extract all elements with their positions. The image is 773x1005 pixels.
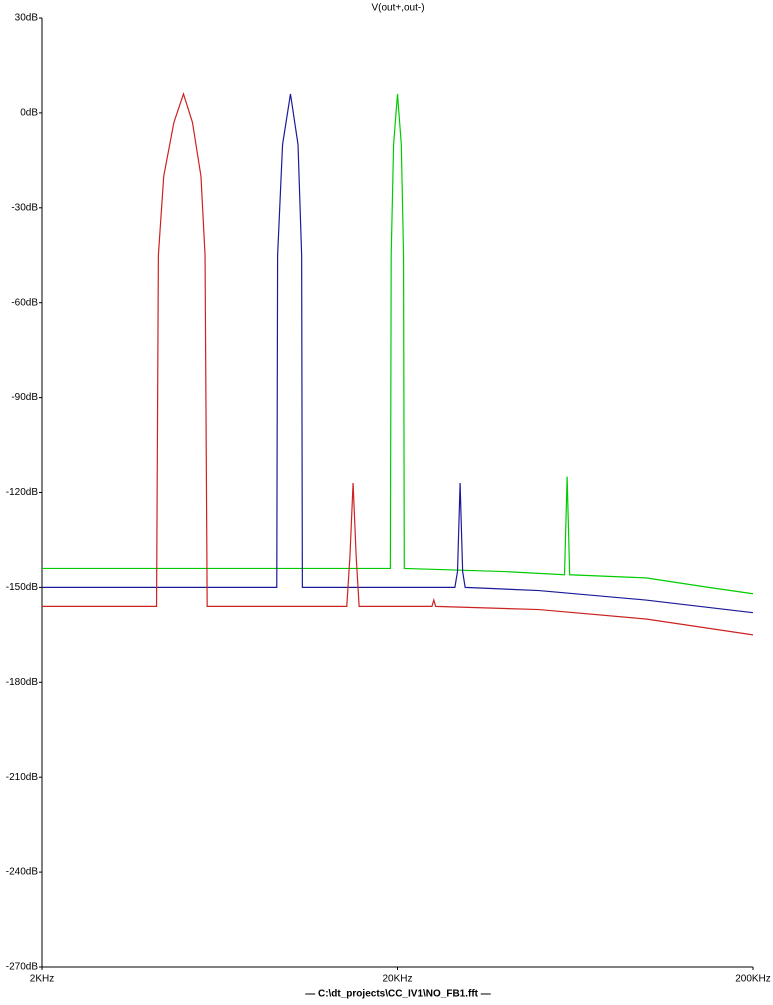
series-line bbox=[42, 93, 754, 595]
y-tick-label: -90dB bbox=[11, 392, 38, 403]
y-tick-label: 30dB bbox=[15, 13, 39, 24]
y-tick-label: -30dB bbox=[11, 202, 38, 213]
y-tick-label: -240dB bbox=[6, 867, 39, 878]
series-line bbox=[42, 91, 754, 636]
series-line bbox=[42, 93, 754, 614]
y-tick-label: -60dB bbox=[11, 297, 38, 308]
y-tick-label: -180dB bbox=[6, 677, 39, 688]
file-label: — C:\dt_projects\CC_IV1\NO_FB1.fft — bbox=[305, 989, 491, 1000]
x-tick-label: 2KHz bbox=[30, 974, 54, 985]
chart-title: V(out+,out-) bbox=[371, 3, 424, 14]
y-tick-label: -120dB bbox=[6, 487, 39, 498]
y-tick-label: -150dB bbox=[6, 582, 39, 593]
x-tick-label: 200KHz bbox=[735, 974, 771, 985]
y-tick-label: 0dB bbox=[20, 108, 38, 119]
y-tick-label: -210dB bbox=[6, 772, 39, 783]
y-tick-label: -270dB bbox=[6, 962, 39, 973]
x-tick-label: 20KHz bbox=[382, 974, 412, 985]
